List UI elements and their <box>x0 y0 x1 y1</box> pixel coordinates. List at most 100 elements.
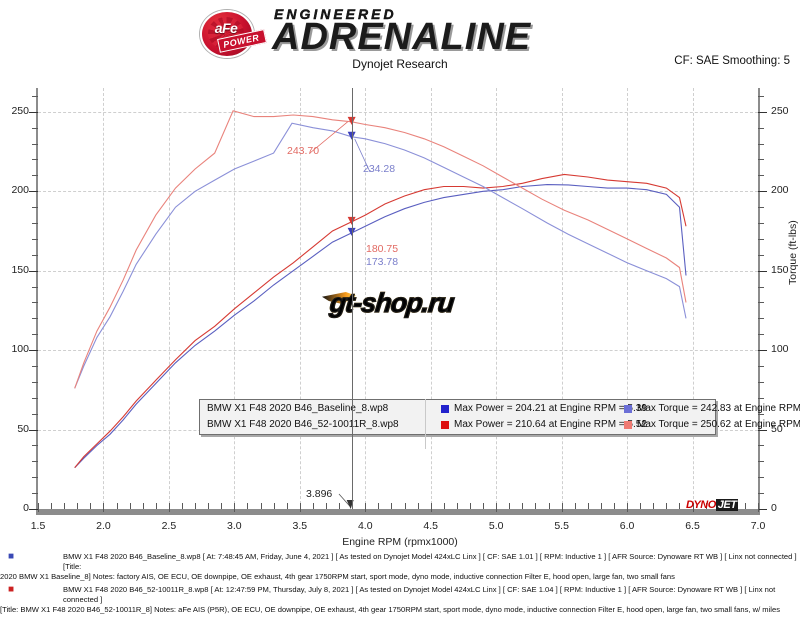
y-tick-minor <box>758 143 764 145</box>
x-tick-minor <box>286 503 288 509</box>
x-tick-minor <box>587 503 589 509</box>
gridline-vertical <box>234 88 236 509</box>
dynojet-logo-icon: DYNO JET <box>686 499 739 511</box>
y-tick-right <box>758 429 767 431</box>
legend-torque-swatch <box>624 421 632 429</box>
y-tick-minor <box>758 318 764 320</box>
x-tick-minor <box>77 503 79 509</box>
x-tick-minor <box>470 503 471 509</box>
y-axis-right-tick-label: 250 <box>771 104 789 117</box>
x-tick-minor <box>208 503 210 509</box>
x-axis-tick-label: 7.0 <box>750 520 766 532</box>
x-tick-minor <box>116 503 118 509</box>
y-tick-minor <box>32 493 38 495</box>
note-line: BMW X1 F48 2020 B46_52-10011R_8.wp8 [ At… <box>63 585 776 604</box>
y-tick-left <box>29 111 38 113</box>
gridline-horizontal <box>38 270 758 272</box>
note-line: BMW X1 F48 2020 B46_Baseline_8.wp8 [ At:… <box>63 552 797 571</box>
y-axis-left-tick-label: 50 <box>17 422 29 435</box>
x-tick-major <box>103 503 105 512</box>
annotation-power-modified: 180.75 <box>366 243 399 255</box>
x-tick-minor <box>666 503 668 509</box>
x-tick-minor <box>378 503 380 509</box>
x-tick-minor <box>509 503 511 509</box>
y-tick-minor <box>32 95 38 97</box>
y-tick-minor <box>32 477 38 479</box>
x-tick-minor <box>247 503 249 509</box>
x-axis-tick-label: 3.5 <box>292 520 308 532</box>
x-tick-minor <box>51 503 53 509</box>
y-tick-left <box>29 270 38 272</box>
cursor-line[interactable] <box>351 88 353 509</box>
x-tick-minor <box>456 503 458 509</box>
legend-power-swatch <box>441 421 449 429</box>
x-axis-tick-label: 6.5 <box>685 520 700 532</box>
gridline-vertical <box>168 88 170 509</box>
x-axis-tick-label: 3.0 <box>227 520 242 532</box>
banner-adrenaline-text: ADRENALINE <box>272 16 532 58</box>
legend-max-power: Max Power = 210.64 at Engine RPM = 5.52 <box>454 419 647 430</box>
y-axis-right-spine <box>758 88 760 515</box>
gridline-vertical <box>627 88 629 509</box>
y-tick-minor <box>32 366 38 368</box>
x-tick-minor <box>653 503 655 509</box>
y-tick-left <box>29 509 38 510</box>
note-line: 2020 BMW X1 Baseline_8] Notes: factory A… <box>0 572 675 581</box>
x-tick-major <box>692 503 694 512</box>
afe-power-logo-icon: aFe POWER <box>196 8 268 58</box>
legend-max-power: Max Power = 204.21 at Engine RPM = 5.39 <box>454 403 647 414</box>
x-tick-minor <box>600 503 602 509</box>
x-tick-minor <box>90 503 92 509</box>
chart-legend[interactable]: BMW X1 F48 2020 B46_Baseline_8.wp8 Max P… <box>199 399 800 449</box>
note-bullet-icon: ■ <box>8 551 15 562</box>
y-tick-minor <box>758 302 764 304</box>
x-axis-tick-label: 4.0 <box>357 520 373 532</box>
y-tick-minor <box>758 254 764 256</box>
x-tick-minor <box>522 503 524 509</box>
gridline-horizontal <box>38 191 758 193</box>
x-tick-major <box>234 503 236 512</box>
y-axis-left-spine <box>36 88 38 515</box>
x-tick-minor <box>404 503 406 509</box>
run-notes: ■ BMW X1 F48 2020 B46_Baseline_8.wp8 [ A… <box>0 552 800 618</box>
y-tick-minor <box>32 302 38 304</box>
y-tick-left <box>29 350 38 352</box>
x-tick-minor <box>155 503 157 509</box>
y-tick-minor <box>758 238 764 240</box>
dyno-chart-page: aFe POWER ENGINEERED ADRENALINE Dynojet … <box>0 6 800 614</box>
y-tick-minor <box>32 397 38 399</box>
y-tick-minor <box>758 445 764 447</box>
x-tick-minor <box>744 503 746 509</box>
x-tick-major <box>430 503 432 512</box>
x-tick-major <box>561 503 563 512</box>
annotation-power-baseline: 173.78 <box>366 256 399 268</box>
y-tick-minor <box>758 334 764 336</box>
x-axis-tick-label: 4.5 <box>423 520 439 532</box>
x-tick-minor <box>273 503 275 509</box>
legend-divider <box>425 415 426 449</box>
y-axis-right-tick-label: 100 <box>771 343 789 356</box>
annotation-leader-line <box>338 493 350 507</box>
y-tick-minor <box>758 397 764 399</box>
y-tick-right <box>758 111 767 113</box>
x-tick-major <box>38 503 39 512</box>
y-tick-minor <box>32 381 38 383</box>
x-tick-minor <box>64 503 66 509</box>
y-tick-right <box>758 270 767 272</box>
y-tick-minor <box>758 223 764 225</box>
x-tick-major <box>168 503 170 512</box>
y-tick-minor <box>32 334 38 336</box>
y-tick-minor <box>758 159 764 161</box>
x-tick-minor <box>339 503 341 509</box>
y-axis-left-tick-label: 250 <box>11 104 29 117</box>
y-tick-right <box>758 350 767 352</box>
gridline-horizontal <box>38 350 758 352</box>
dynojet-logo-part1: DYNO <box>686 499 716 511</box>
x-tick-minor <box>260 503 262 509</box>
y-tick-minor <box>32 413 38 415</box>
cf-smoothing-note: CF: SAE Smoothing: 5 <box>674 55 790 67</box>
x-tick-minor <box>640 503 642 509</box>
y-tick-right <box>758 191 767 193</box>
y-tick-minor <box>758 286 764 288</box>
y-tick-minor <box>758 413 764 415</box>
